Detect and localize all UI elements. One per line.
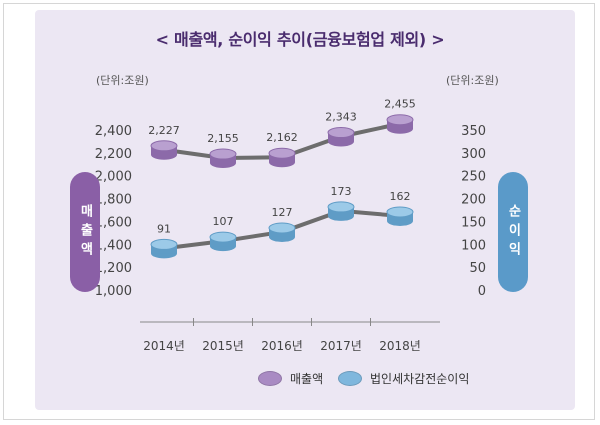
right-tick-label: 0	[478, 284, 486, 299]
right-tick-label: 200	[461, 193, 486, 208]
data-point	[268, 222, 296, 234]
data-point	[209, 231, 237, 243]
x-tick-label: 2017년	[320, 339, 362, 353]
data-label: 2,162	[266, 131, 298, 144]
data-label: 2,455	[384, 98, 416, 111]
data-point	[268, 147, 296, 159]
chart-title: < 매출액, 순이익 추이(금융보험업 제외) >	[155, 30, 445, 49]
data-point	[150, 140, 178, 152]
data-label: 2,155	[207, 132, 239, 145]
data-label: 173	[331, 185, 352, 198]
data-label: 2,343	[325, 111, 357, 124]
right-tick-label: 100	[461, 238, 486, 253]
data-label: 127	[272, 206, 293, 219]
right-tick-label: 50	[469, 261, 486, 276]
legend-revenue: 매출액	[258, 370, 323, 387]
data-label: 91	[157, 222, 171, 235]
x-tick-label: 2014년	[143, 339, 185, 353]
x-tick-label: 2015년	[202, 339, 244, 353]
data-label: 2,227	[148, 124, 180, 137]
legend-profit-swatch	[338, 371, 362, 386]
left-unit-label: (단위:조원)	[96, 74, 149, 87]
left-tick-label: 2,200	[95, 147, 132, 162]
right-tick-label: 350	[461, 124, 486, 139]
legend-revenue-swatch	[258, 371, 282, 386]
right-tick-label: 150	[461, 215, 486, 230]
data-point	[327, 201, 355, 213]
x-tick-label: 2016년	[261, 339, 303, 353]
x-tick-label: 2018년	[379, 339, 421, 353]
data-label: 162	[390, 190, 411, 203]
data-point	[327, 127, 355, 139]
chart-panel	[35, 10, 575, 410]
left-tick-label: 1,800	[95, 193, 132, 208]
legend-profit: 법인세차감전순이익	[338, 370, 469, 387]
data-point	[386, 206, 414, 218]
left-tick-label: 1,400	[95, 238, 132, 253]
data-point	[150, 238, 178, 250]
left-axis-label: 매출액	[70, 172, 100, 292]
legend-revenue-label: 매출액	[290, 372, 324, 386]
left-tick-label: 2,000	[95, 170, 132, 185]
right-tick-label: 250	[461, 170, 486, 185]
left-tick-label: 2,400	[95, 124, 132, 139]
left-tick-label: 1,600	[95, 215, 132, 230]
data-point	[386, 114, 414, 126]
left-tick-label: 1,000	[95, 284, 132, 299]
right-tick-label: 300	[461, 147, 486, 162]
right-unit-label: (단위:조원)	[446, 74, 499, 87]
legend-profit-label: 법인세차감전순이익	[370, 372, 470, 386]
right-axis-label: 순이익	[498, 172, 528, 292]
left-tick-label: 1,200	[95, 261, 132, 276]
data-point	[209, 148, 237, 160]
data-label: 107	[213, 215, 234, 228]
